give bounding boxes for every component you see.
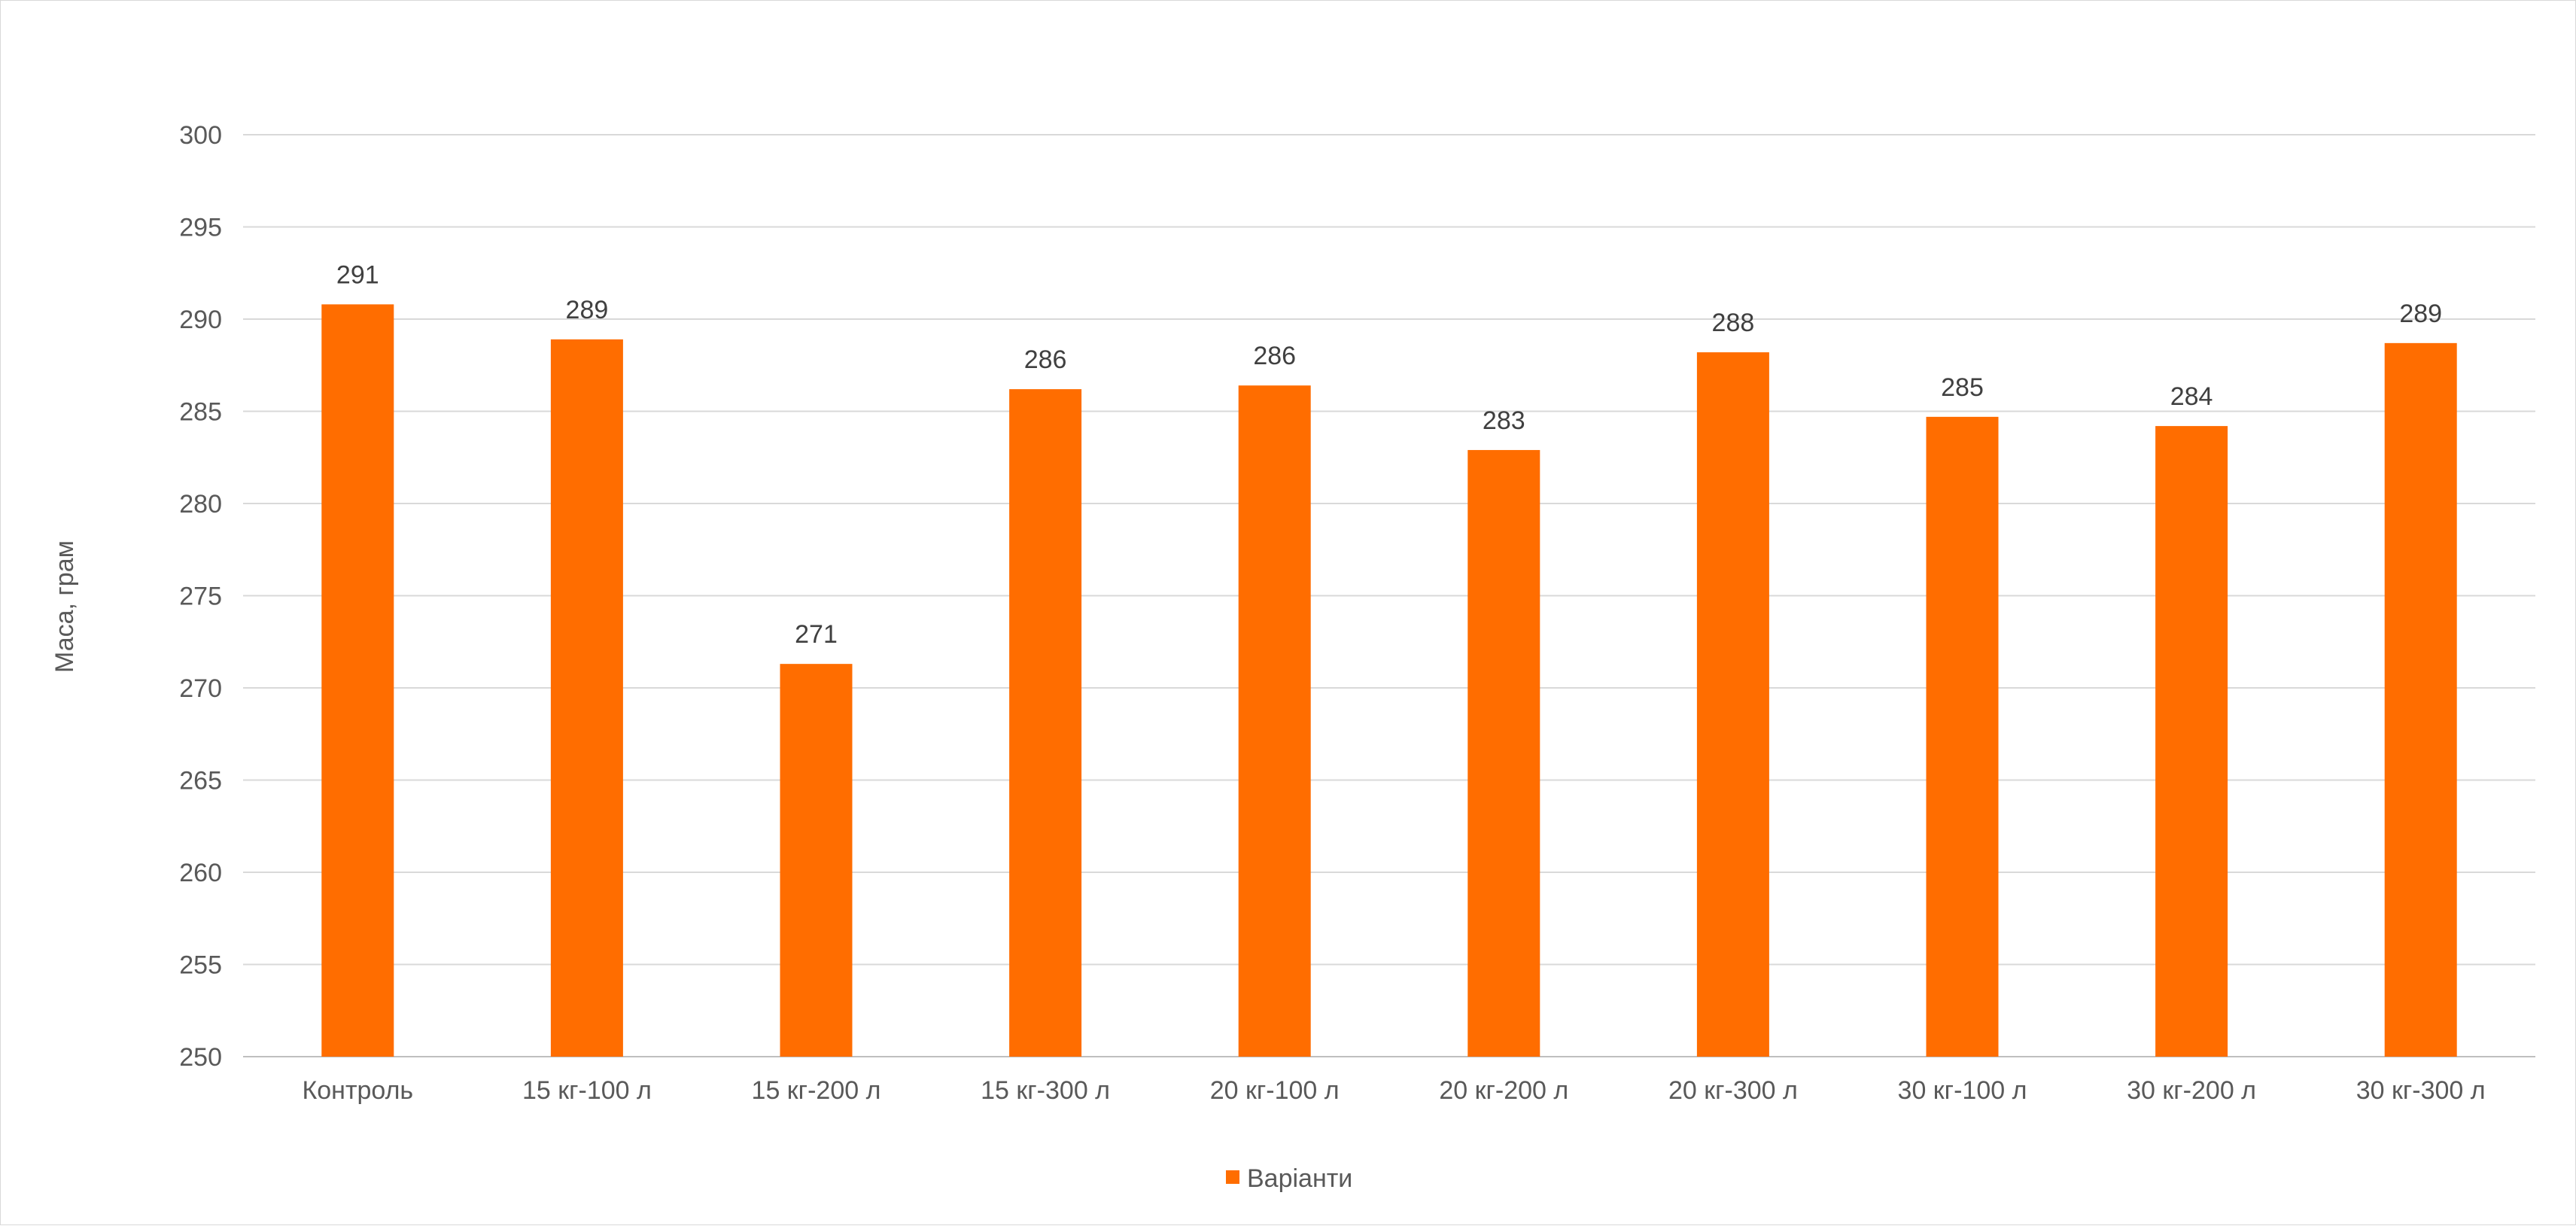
y-tick-label: 300: [179, 121, 222, 150]
x-tick-label: 30 кг-100 л: [1898, 1076, 2027, 1105]
data-label: 286: [1253, 342, 1296, 370]
data-label: 288: [1712, 309, 1755, 337]
bar[interactable]: [780, 664, 853, 1057]
bars: [321, 304, 2457, 1057]
y-tick-label: 285: [179, 398, 222, 427]
x-tick-label: 15 кг-100 л: [522, 1076, 652, 1105]
x-tick-label: 15 кг-300 л: [981, 1076, 1110, 1105]
y-tick-label: 290: [179, 306, 222, 334]
data-label: 284: [2170, 382, 2213, 411]
gridlines: [243, 134, 2535, 1057]
legend[interactable]: Варіанти: [1226, 1164, 1352, 1193]
bar[interactable]: [550, 339, 623, 1057]
y-axis-ticks: 250 255 260 265 270 275 280 285 290 295 300: [179, 121, 222, 1072]
data-label: 289: [566, 296, 609, 324]
y-tick-label: 280: [179, 490, 222, 519]
data-labels: 291 289 271 286 286 283 288 285 284 289: [336, 260, 2442, 649]
x-tick-label: 30 кг-200 л: [2127, 1076, 2256, 1105]
bar[interactable]: [2384, 342, 2457, 1057]
data-label: 285: [1941, 373, 1984, 402]
x-tick-label: 20 кг-300 л: [1668, 1076, 1798, 1105]
y-tick-label: 255: [179, 951, 222, 980]
x-tick-label: 30 кг-300 л: [2356, 1076, 2486, 1105]
data-label: 283: [1483, 406, 1525, 435]
x-axis-ticks: Контроль 15 кг-100 л 15 кг-200 л 15 кг-300 …: [302, 1076, 2485, 1105]
data-label: 289: [2399, 300, 2442, 328]
x-tick-label: 20 кг-200 л: [1439, 1076, 1568, 1105]
legend-swatch: [1226, 1170, 1239, 1184]
y-tick-label: 295: [179, 214, 222, 242]
bar[interactable]: [1238, 385, 1311, 1057]
y-tick-label: 265: [179, 767, 222, 796]
x-tick-label: 15 кг-200 л: [752, 1076, 881, 1105]
x-tick-label: Контроль: [302, 1076, 413, 1105]
y-tick-label: 260: [179, 859, 222, 887]
data-label: 271: [795, 620, 838, 649]
data-label: 291: [336, 260, 379, 289]
bar[interactable]: [1696, 352, 1769, 1057]
y-axis-title: Маса, грам: [50, 540, 79, 673]
legend-label: Варіанти: [1247, 1164, 1352, 1193]
data-label: 286: [1024, 345, 1067, 374]
y-tick-label: 250: [179, 1043, 222, 1072]
y-tick-label: 270: [179, 674, 222, 703]
bar[interactable]: [1926, 416, 1999, 1057]
bar[interactable]: [1467, 449, 1540, 1057]
y-tick-label: 275: [179, 583, 222, 611]
bar[interactable]: [1009, 389, 1082, 1057]
bar[interactable]: [321, 304, 394, 1057]
x-tick-label: 20 кг-100 л: [1210, 1076, 1340, 1105]
bar[interactable]: [2155, 426, 2228, 1057]
